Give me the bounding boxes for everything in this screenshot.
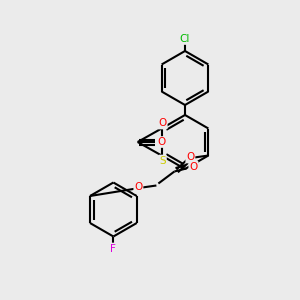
Text: O: O <box>158 118 167 128</box>
Text: O: O <box>186 152 194 163</box>
Text: Cl: Cl <box>180 34 190 44</box>
Text: F: F <box>110 244 116 254</box>
Text: O: O <box>158 137 166 147</box>
Text: O: O <box>189 161 197 172</box>
Text: S: S <box>159 155 166 166</box>
Text: O: O <box>134 182 142 193</box>
